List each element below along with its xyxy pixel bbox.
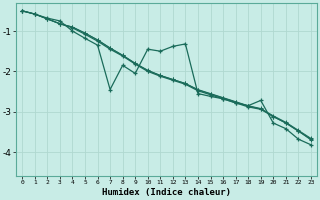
X-axis label: Humidex (Indice chaleur): Humidex (Indice chaleur) xyxy=(102,188,231,197)
